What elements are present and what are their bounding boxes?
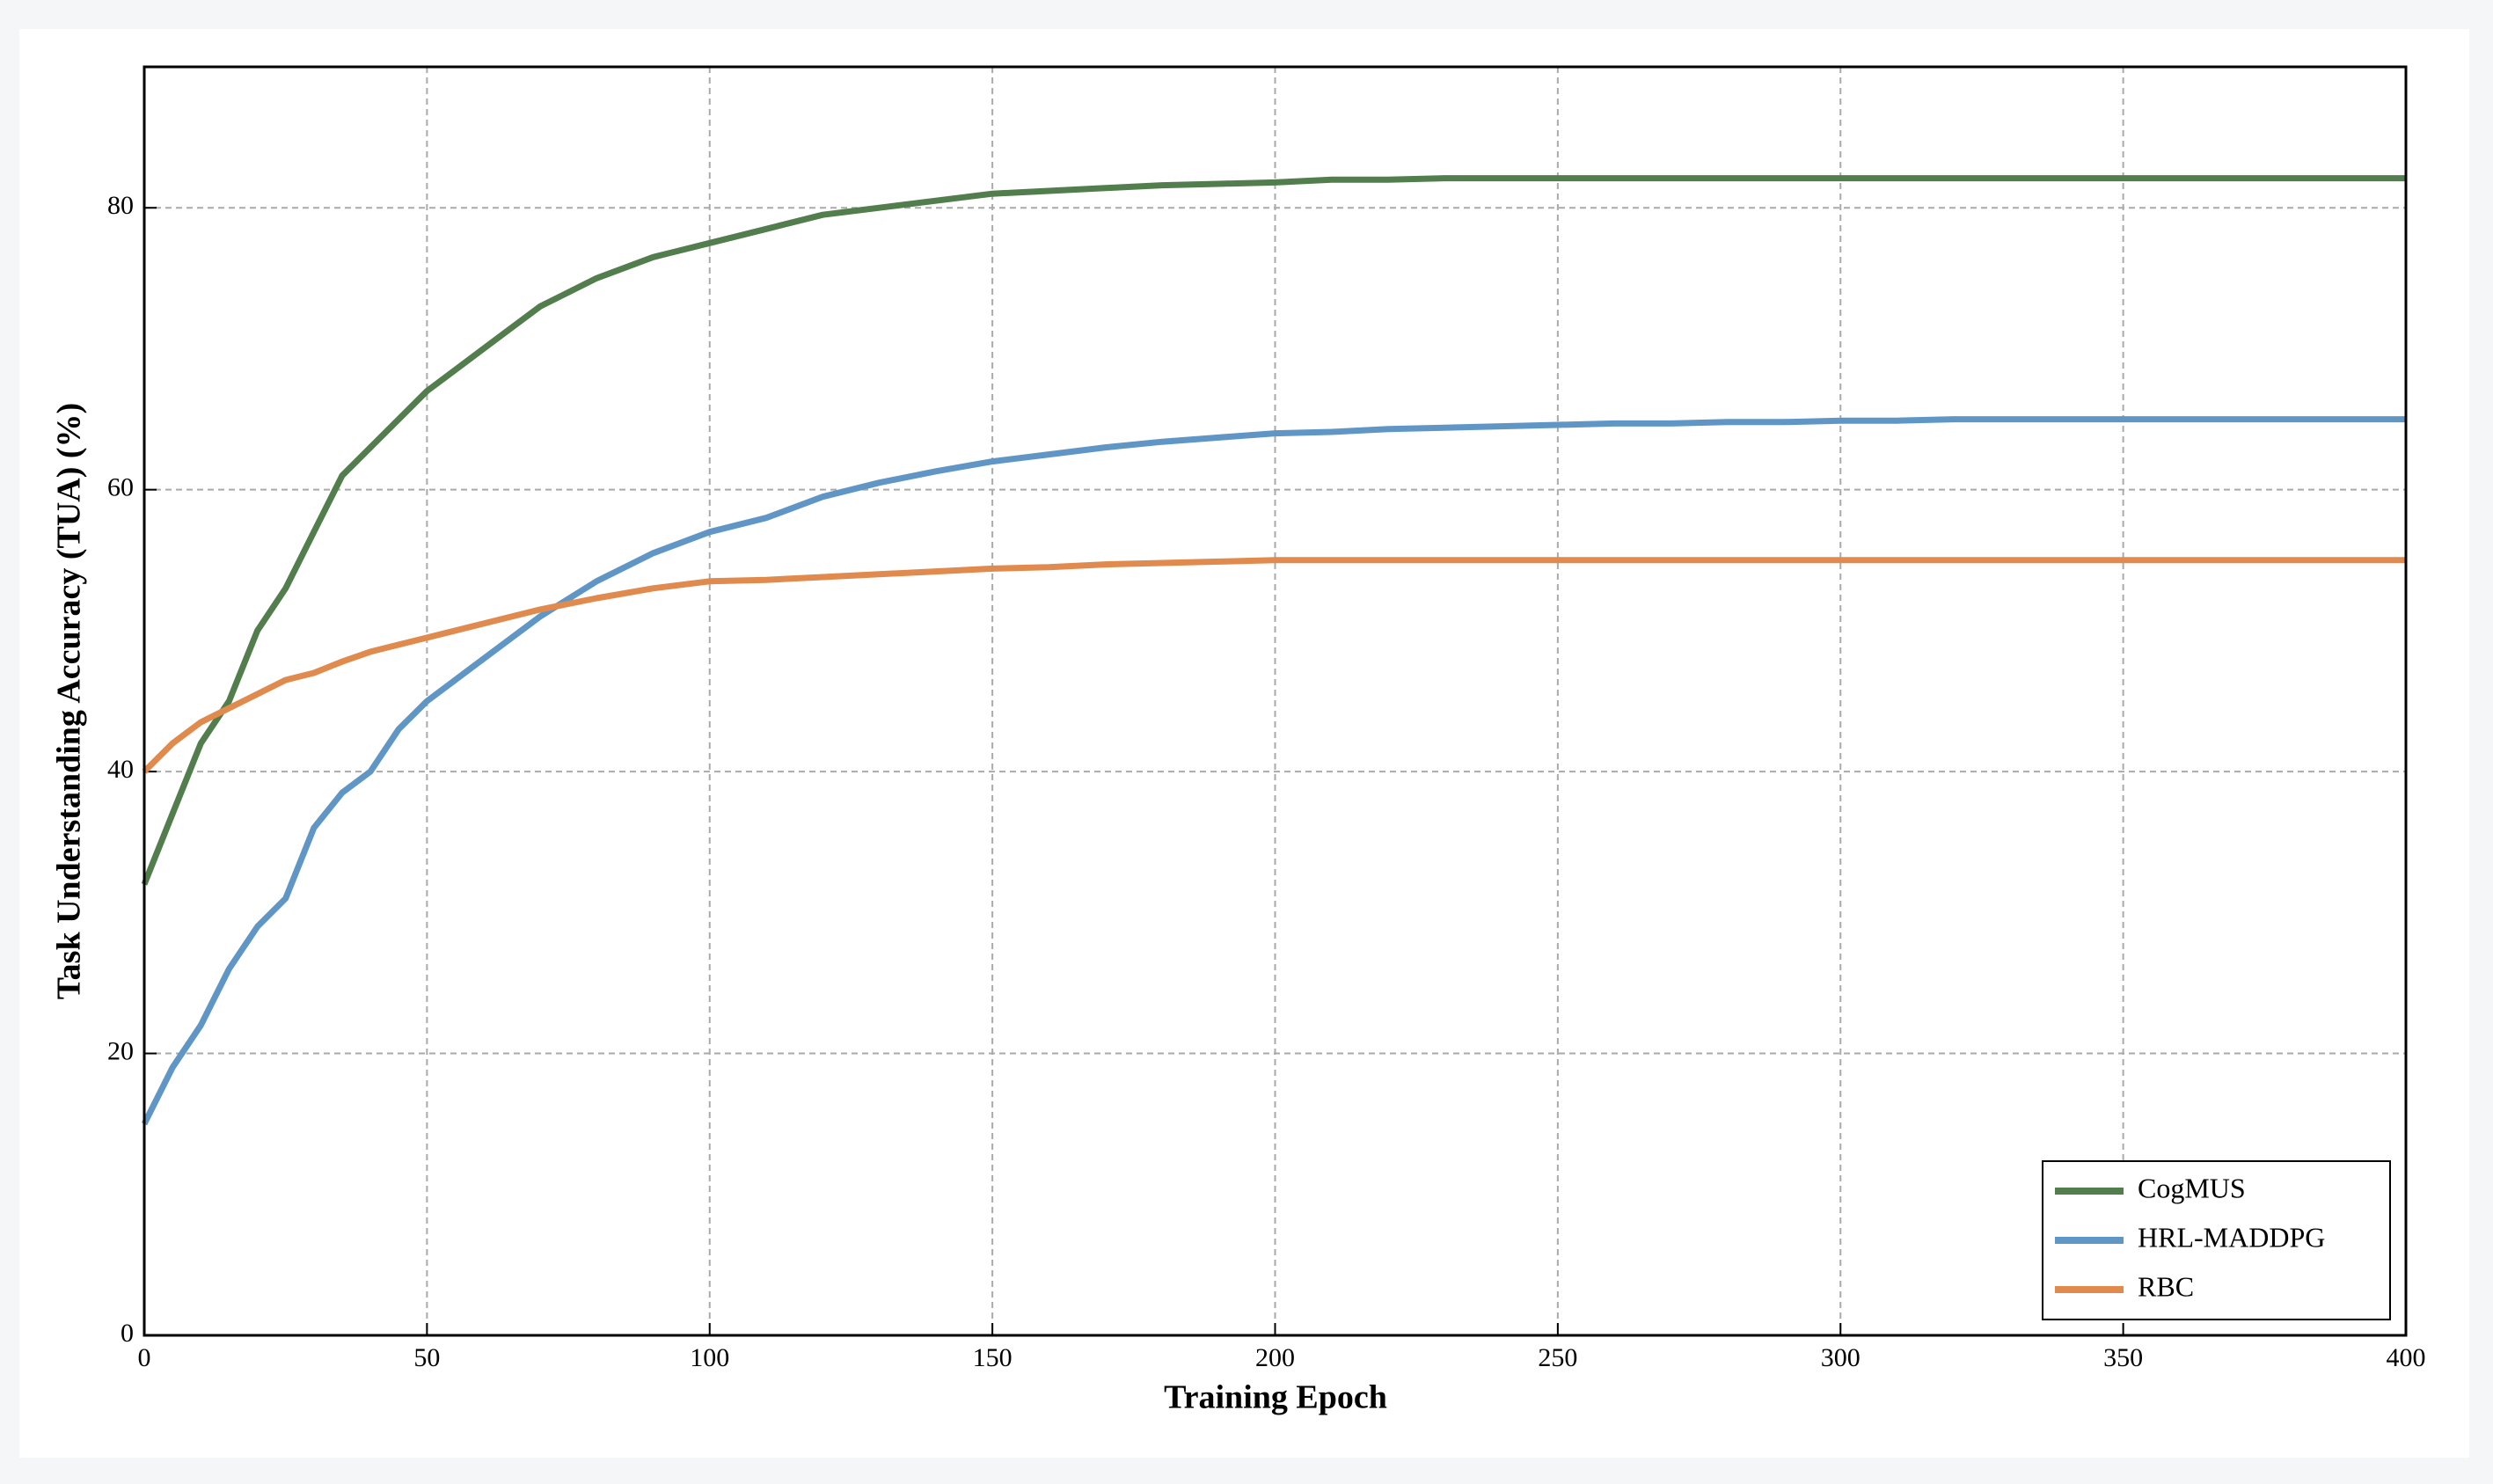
x-tick-label: 400	[2387, 1343, 2426, 1372]
y-tick-label: 0	[121, 1319, 134, 1348]
x-tick-label: 50	[413, 1343, 440, 1372]
legend-label: CogMUS	[2138, 1172, 2246, 1203]
y-tick-label: 80	[107, 191, 134, 220]
y-axis-label: Task Understanding Accuracy (TUA) (%)	[51, 403, 88, 999]
legend-label: HRL-MADDPG	[2138, 1221, 2325, 1253]
x-tick-label: 0	[138, 1343, 151, 1372]
plot-frame	[143, 65, 2408, 1337]
x-tick-label: 250	[1538, 1343, 1577, 1372]
y-tick-label: 40	[107, 755, 134, 784]
x-tick-label: 300	[1821, 1343, 1861, 1372]
data-line	[141, 416, 2406, 1126]
data-line	[142, 557, 2406, 774]
legend-label: RBC	[2138, 1270, 2194, 1302]
y-tick-label: 20	[107, 1036, 134, 1065]
x-tick-label: 150	[973, 1343, 1013, 1372]
x-axis-label: Training Epoch	[1164, 1379, 1387, 1416]
x-tick-label: 200	[1255, 1343, 1295, 1372]
data-line	[141, 175, 2406, 886]
x-tick-label: 350	[2103, 1343, 2143, 1372]
y-tick-label: 60	[107, 473, 134, 502]
x-tick-label: 100	[690, 1343, 729, 1372]
